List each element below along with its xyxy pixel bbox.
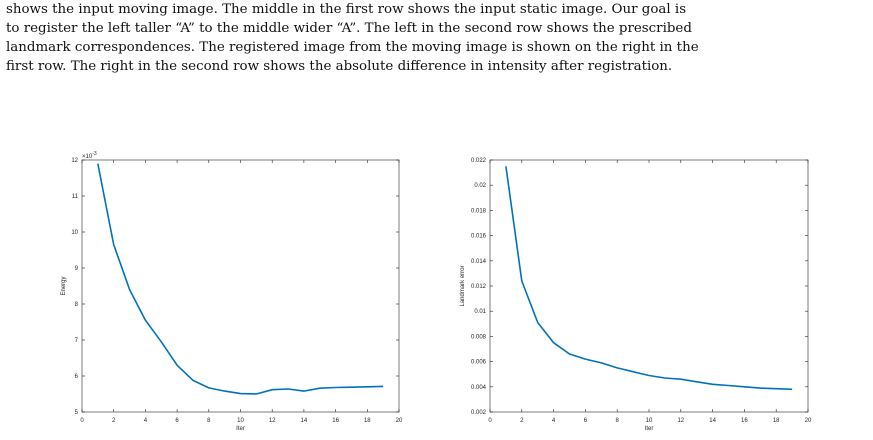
y-tick-label: 0.008 — [471, 334, 487, 340]
y-tick-label: 0.018 — [471, 208, 487, 214]
figure-caption: shows the input moving image. The middle… — [6, 0, 868, 76]
x-tick-label: 20 — [805, 418, 812, 424]
x-tick-label: 12 — [677, 418, 684, 424]
plot-frame — [81, 159, 400, 413]
y-tick-label: 0.016 — [471, 234, 487, 240]
y-tick-label: 0.002 — [471, 410, 487, 416]
series-line — [505, 166, 793, 391]
y-tick-label: 0.006 — [471, 360, 487, 366]
x-tick-label: 10 — [646, 418, 653, 424]
x-tick-label: 6 — [175, 418, 179, 424]
y-axis-label: Energy — [61, 276, 67, 295]
y-tick-label: 7 — [75, 338, 79, 344]
axis-exponent-power: -3 — [92, 151, 97, 157]
x-tick-label: 6 — [584, 418, 588, 424]
y-tick-label: 6 — [75, 374, 79, 380]
y-tick-label: 0.012 — [471, 284, 487, 290]
x-tick-label: 2 — [520, 418, 524, 424]
series-line — [97, 163, 384, 395]
y-tick-label: 5 — [75, 410, 79, 416]
x-tick-label: 8 — [616, 418, 620, 424]
x-tick-label: 8 — [207, 418, 211, 424]
y-tick-label: 10 — [71, 230, 78, 236]
x-tick-label: 10 — [237, 418, 244, 424]
axis-exponent-label: ×10-3 — [82, 151, 97, 160]
x-tick-label: 16 — [332, 418, 339, 424]
x-axis-label: Iter — [236, 426, 245, 432]
x-tick-label: 16 — [741, 418, 748, 424]
y-tick-label: 12 — [71, 158, 78, 164]
plot-frame — [489, 159, 809, 413]
x-tick-label: 12 — [269, 418, 276, 424]
y-tick-label: 9 — [75, 266, 79, 272]
x-tick-label: 4 — [552, 418, 556, 424]
y-tick-label: 0.004 — [471, 385, 487, 391]
x-tick-label: 0 — [80, 418, 84, 424]
caption-line: landmark correspondences. The registered… — [6, 40, 699, 55]
y-tick-label: 11 — [72, 194, 79, 200]
caption-line: to register the left taller “A” to the m… — [6, 21, 692, 36]
y-axis-label: Landmark error — [460, 265, 466, 306]
x-tick-label: 14 — [301, 418, 308, 424]
x-tick-label: 18 — [364, 418, 371, 424]
caption-line: shows the input moving image. The middle… — [6, 2, 687, 17]
x-tick-label: 4 — [144, 418, 148, 424]
y-tick-label: 8 — [75, 302, 79, 308]
x-tick-label: 20 — [396, 418, 403, 424]
x-axis-label: Iter — [645, 426, 654, 432]
x-tick-label: 14 — [709, 418, 716, 424]
y-tick-label: 0.01 — [474, 309, 486, 315]
y-tick-label: 0.022 — [471, 158, 487, 164]
x-tick-label: 18 — [773, 418, 780, 424]
caption-line: first row. The right in the second row s… — [6, 59, 673, 74]
y-tick-label: 0.02 — [474, 183, 486, 189]
y-tick-label: 0.014 — [471, 259, 487, 265]
x-tick-label: 2 — [112, 418, 116, 424]
x-tick-label: 0 — [488, 418, 492, 424]
